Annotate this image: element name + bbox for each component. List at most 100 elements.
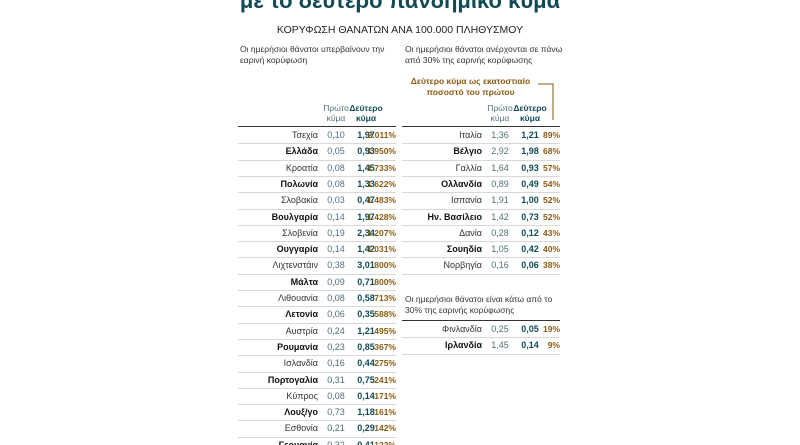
percent: 40%	[542, 244, 560, 255]
percent: 1.950%	[367, 146, 396, 157]
percent: 275%	[374, 358, 396, 369]
percent: 1.483%	[367, 195, 396, 206]
percent: 1.733%	[367, 162, 396, 173]
first-wave: 2,92	[491, 146, 509, 157]
second-wave: 0,75	[357, 374, 375, 385]
row-separator	[238, 175, 396, 177]
annotation: Δεύτερο κύμα ως εκατοστιαίο ποσοστό του …	[410, 76, 531, 97]
second-wave: 2,34	[357, 227, 375, 238]
country: Μάλτα	[290, 276, 318, 287]
first-wave: 0,89	[491, 178, 509, 189]
country: Ιταλία	[459, 130, 482, 140]
country: Πορτογαλία	[267, 374, 318, 385]
row-separator	[238, 273, 396, 275]
country: Βουλγαρία	[271, 211, 318, 222]
section-heading: Οι ημερήσιοι θάνατοι είναι κάτω από το 3…	[405, 294, 553, 315]
country: Γαλλία	[455, 162, 482, 173]
title: με το δεύτερο πανδημικό κύμα	[239, 0, 561, 13]
second-wave: 0,06	[521, 260, 539, 271]
second-wave: 0,93	[521, 162, 539, 173]
row-separator	[238, 290, 396, 291]
second-wave: 0,93	[357, 146, 375, 157]
country: Ρουμανία	[277, 341, 318, 352]
percent: 241%	[374, 374, 396, 385]
first-wave: 0,09	[327, 276, 345, 287]
percent: 57%	[542, 162, 560, 173]
country: Ισπανία	[450, 195, 482, 206]
country: Τσεχία	[291, 130, 318, 140]
first-wave: 0,08	[327, 390, 345, 401]
country: Ισλανδία	[283, 358, 318, 369]
first-wave: 1,64	[491, 162, 509, 173]
first-wave: 0,05	[327, 146, 345, 157]
row-separator	[238, 192, 396, 194]
row-separator	[238, 404, 396, 406]
percent: 2.011%	[367, 130, 396, 140]
percent: 495%	[374, 325, 396, 336]
row-separator	[238, 338, 396, 340]
country: Σλοβακία	[280, 195, 318, 206]
first-wave: 0,24	[327, 325, 345, 336]
first-wave: 0,23	[327, 341, 345, 352]
second-wave: 0,35	[357, 309, 375, 320]
percent: 1.428%	[367, 211, 396, 222]
percent: 171%	[374, 390, 396, 401]
percent: 1.031%	[367, 244, 396, 255]
first-wave: 0,25	[491, 324, 509, 334]
country: Κύπρος	[286, 390, 318, 401]
row-separator	[238, 257, 396, 259]
row-separator	[238, 306, 396, 308]
section-heading: Οι ημερήσιοι θάνατοι υπερβαίνουν την εαρ…	[240, 44, 385, 65]
second-wave: 1,21	[521, 130, 539, 140]
country: Ελλάδα	[285, 146, 318, 157]
first-wave: 0,14	[327, 244, 345, 255]
percent: 800%	[374, 276, 396, 287]
column-header: Πρώτο κύμα	[487, 103, 513, 123]
second-wave: 0,14	[357, 390, 375, 401]
second-wave: 1,21	[357, 325, 375, 336]
second-wave: 3,01	[357, 260, 375, 271]
row-separator	[238, 420, 396, 422]
percent: 54%	[542, 178, 560, 189]
row-separator	[402, 241, 560, 243]
percent: 1.207%	[367, 227, 396, 238]
percent: 19%	[542, 324, 560, 334]
second-wave: 0,85	[357, 341, 375, 352]
country: Λετονία	[285, 309, 318, 320]
second-wave: 1,45	[357, 162, 375, 173]
country: Φινλανδία	[442, 324, 482, 334]
column-header: Δεύτερο κύμα	[349, 103, 383, 123]
second-wave: 0,73	[521, 211, 539, 222]
country: Δανία	[459, 227, 482, 238]
row-separator	[238, 224, 396, 226]
table-rule	[402, 320, 560, 321]
first-wave: 0,08	[327, 293, 345, 303]
first-wave: 0,14	[327, 211, 345, 222]
row-separator	[402, 257, 560, 259]
row-separator	[402, 208, 560, 210]
second-wave: 0,14	[521, 340, 539, 351]
first-wave: 1,45	[491, 340, 509, 351]
percent: 38%	[542, 260, 560, 271]
country: Νορβηγία	[443, 260, 482, 271]
row-separator	[402, 273, 560, 275]
country: Λουξ/γο	[284, 407, 318, 418]
second-wave: 1,97	[357, 130, 375, 140]
row-separator	[402, 337, 560, 339]
first-wave: 0,28	[491, 227, 509, 238]
second-wave: 1,33	[357, 178, 375, 189]
first-wave: 1,42	[491, 211, 509, 222]
first-wave: 0,08	[327, 178, 345, 189]
second-wave: 0,12	[521, 227, 539, 238]
country: Πολωνία	[280, 178, 318, 189]
row-separator	[238, 143, 396, 145]
percent: 588%	[374, 309, 396, 320]
country: Εσθονία	[284, 423, 318, 434]
second-wave: 0,29	[357, 423, 375, 434]
country: Γερμανία	[278, 439, 318, 445]
first-wave: 0,16	[327, 358, 345, 369]
percent: 52%	[542, 211, 560, 222]
percent: 800%	[374, 260, 396, 271]
second-wave: 0,41	[357, 439, 375, 445]
